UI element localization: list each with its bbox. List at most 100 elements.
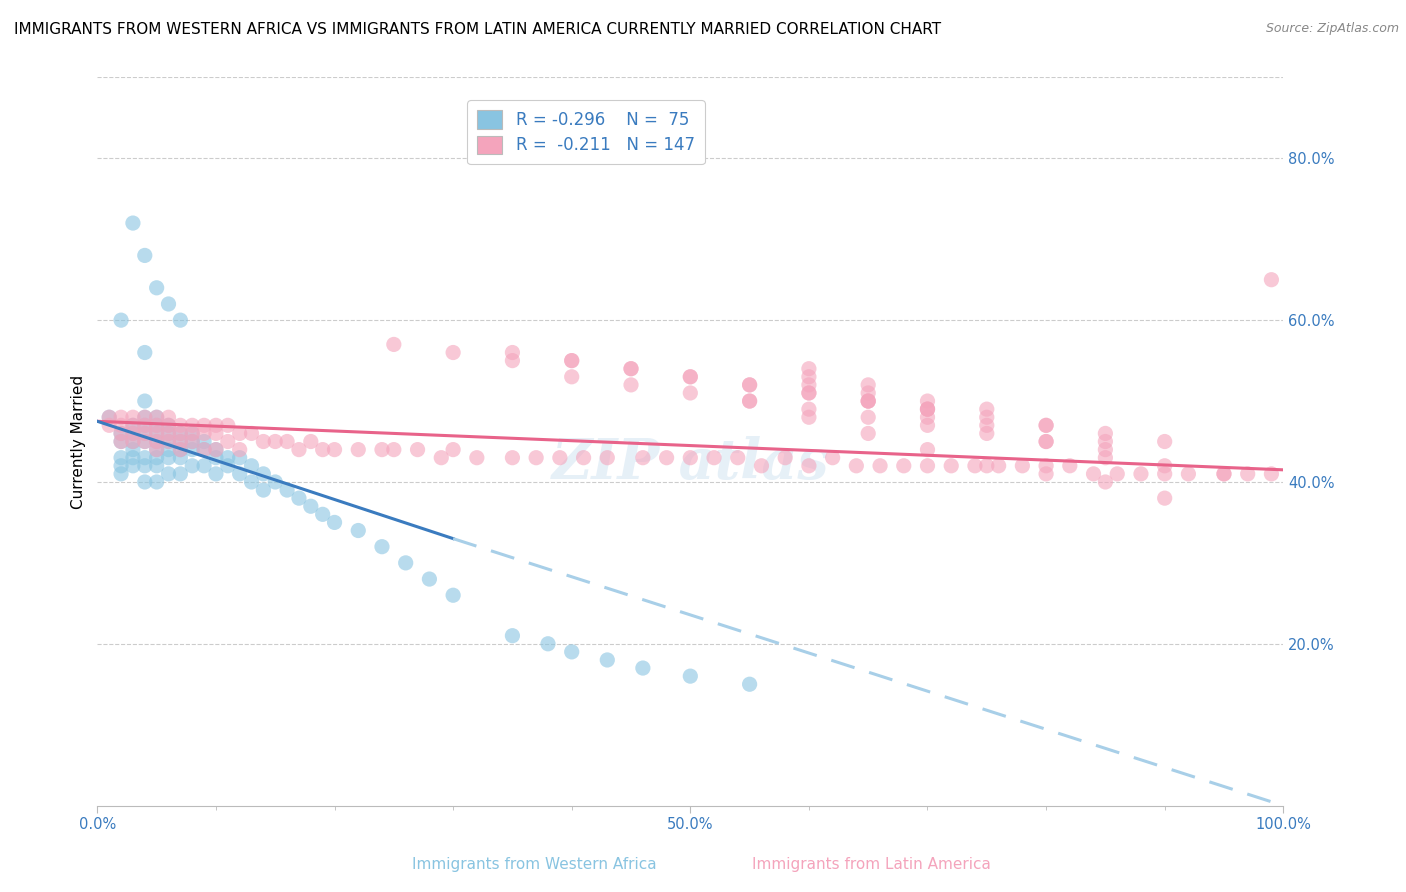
Point — [751, 458, 773, 473]
Point — [976, 458, 998, 473]
Point — [727, 450, 749, 465]
Point — [181, 434, 204, 449]
Point — [228, 467, 250, 481]
Point — [548, 450, 571, 465]
Point — [240, 458, 263, 473]
Point — [418, 572, 440, 586]
Point — [134, 434, 156, 449]
Point — [169, 418, 191, 433]
Y-axis label: Currently Married: Currently Married — [72, 375, 86, 508]
Point — [122, 426, 145, 441]
Point — [430, 450, 453, 465]
Text: Source: ZipAtlas.com: Source: ZipAtlas.com — [1265, 22, 1399, 36]
Point — [773, 450, 796, 465]
Point — [228, 426, 250, 441]
Point — [134, 418, 156, 433]
Point — [323, 516, 346, 530]
Point — [679, 386, 702, 401]
Point — [1129, 467, 1152, 481]
Text: ZIP atlas: ZIP atlas — [551, 436, 830, 491]
Point — [856, 426, 879, 441]
Point — [856, 394, 879, 409]
Point — [917, 402, 939, 417]
Point — [205, 442, 228, 457]
Point — [976, 426, 998, 441]
Point — [252, 434, 274, 449]
Point — [1083, 467, 1105, 481]
Point — [1213, 467, 1236, 481]
Point — [596, 450, 619, 465]
Point — [134, 248, 156, 262]
Point — [679, 450, 702, 465]
Point — [181, 442, 204, 457]
Point — [1213, 467, 1236, 481]
Point — [181, 458, 204, 473]
Point — [122, 418, 145, 433]
Point — [157, 434, 180, 449]
Point — [465, 450, 488, 465]
Point — [797, 386, 820, 401]
Point — [264, 475, 287, 489]
Point — [631, 661, 654, 675]
Point — [169, 434, 191, 449]
Point — [157, 297, 180, 311]
Point — [917, 410, 939, 425]
Point — [655, 450, 678, 465]
Point — [963, 458, 986, 473]
Point — [193, 442, 215, 457]
Point — [169, 313, 191, 327]
Point — [157, 442, 180, 457]
Point — [501, 450, 523, 465]
Point — [145, 426, 167, 441]
Point — [98, 410, 121, 425]
Point — [157, 418, 180, 433]
Point — [561, 353, 583, 368]
Point — [169, 434, 191, 449]
Point — [1059, 458, 1081, 473]
Point — [145, 434, 167, 449]
Point — [856, 394, 879, 409]
Point — [501, 629, 523, 643]
Point — [524, 450, 547, 465]
Point — [1177, 467, 1199, 481]
Point — [703, 450, 725, 465]
Point — [134, 426, 156, 441]
Point — [738, 394, 761, 409]
Point — [620, 377, 643, 392]
Point — [145, 418, 167, 433]
Point — [406, 442, 429, 457]
Point — [679, 669, 702, 683]
Point — [596, 653, 619, 667]
Point — [572, 450, 595, 465]
Point — [205, 418, 228, 433]
Point — [1260, 467, 1282, 481]
Point — [228, 450, 250, 465]
Point — [1153, 434, 1175, 449]
Point — [441, 588, 464, 602]
Point — [145, 442, 167, 457]
Point — [561, 645, 583, 659]
Point — [1035, 434, 1057, 449]
Point — [1035, 467, 1057, 481]
Point — [288, 491, 311, 505]
Point — [134, 418, 156, 433]
Point — [941, 458, 963, 473]
Point — [797, 410, 820, 425]
Point — [134, 434, 156, 449]
Point — [537, 637, 560, 651]
Point — [205, 442, 228, 457]
Text: IMMIGRANTS FROM WESTERN AFRICA VS IMMIGRANTS FROM LATIN AMERICA CURRENTLY MARRIE: IMMIGRANTS FROM WESTERN AFRICA VS IMMIGR… — [14, 22, 941, 37]
Point — [917, 442, 939, 457]
Point — [193, 442, 215, 457]
Point — [976, 418, 998, 433]
Point — [157, 418, 180, 433]
Point — [620, 361, 643, 376]
Point — [217, 458, 239, 473]
Point — [134, 475, 156, 489]
Point — [145, 458, 167, 473]
Legend: R = -0.296    N =  75, R =  -0.211   N = 147: R = -0.296 N = 75, R = -0.211 N = 147 — [467, 100, 704, 164]
Point — [205, 467, 228, 481]
Point — [276, 483, 298, 497]
Point — [738, 377, 761, 392]
Point — [1094, 450, 1116, 465]
